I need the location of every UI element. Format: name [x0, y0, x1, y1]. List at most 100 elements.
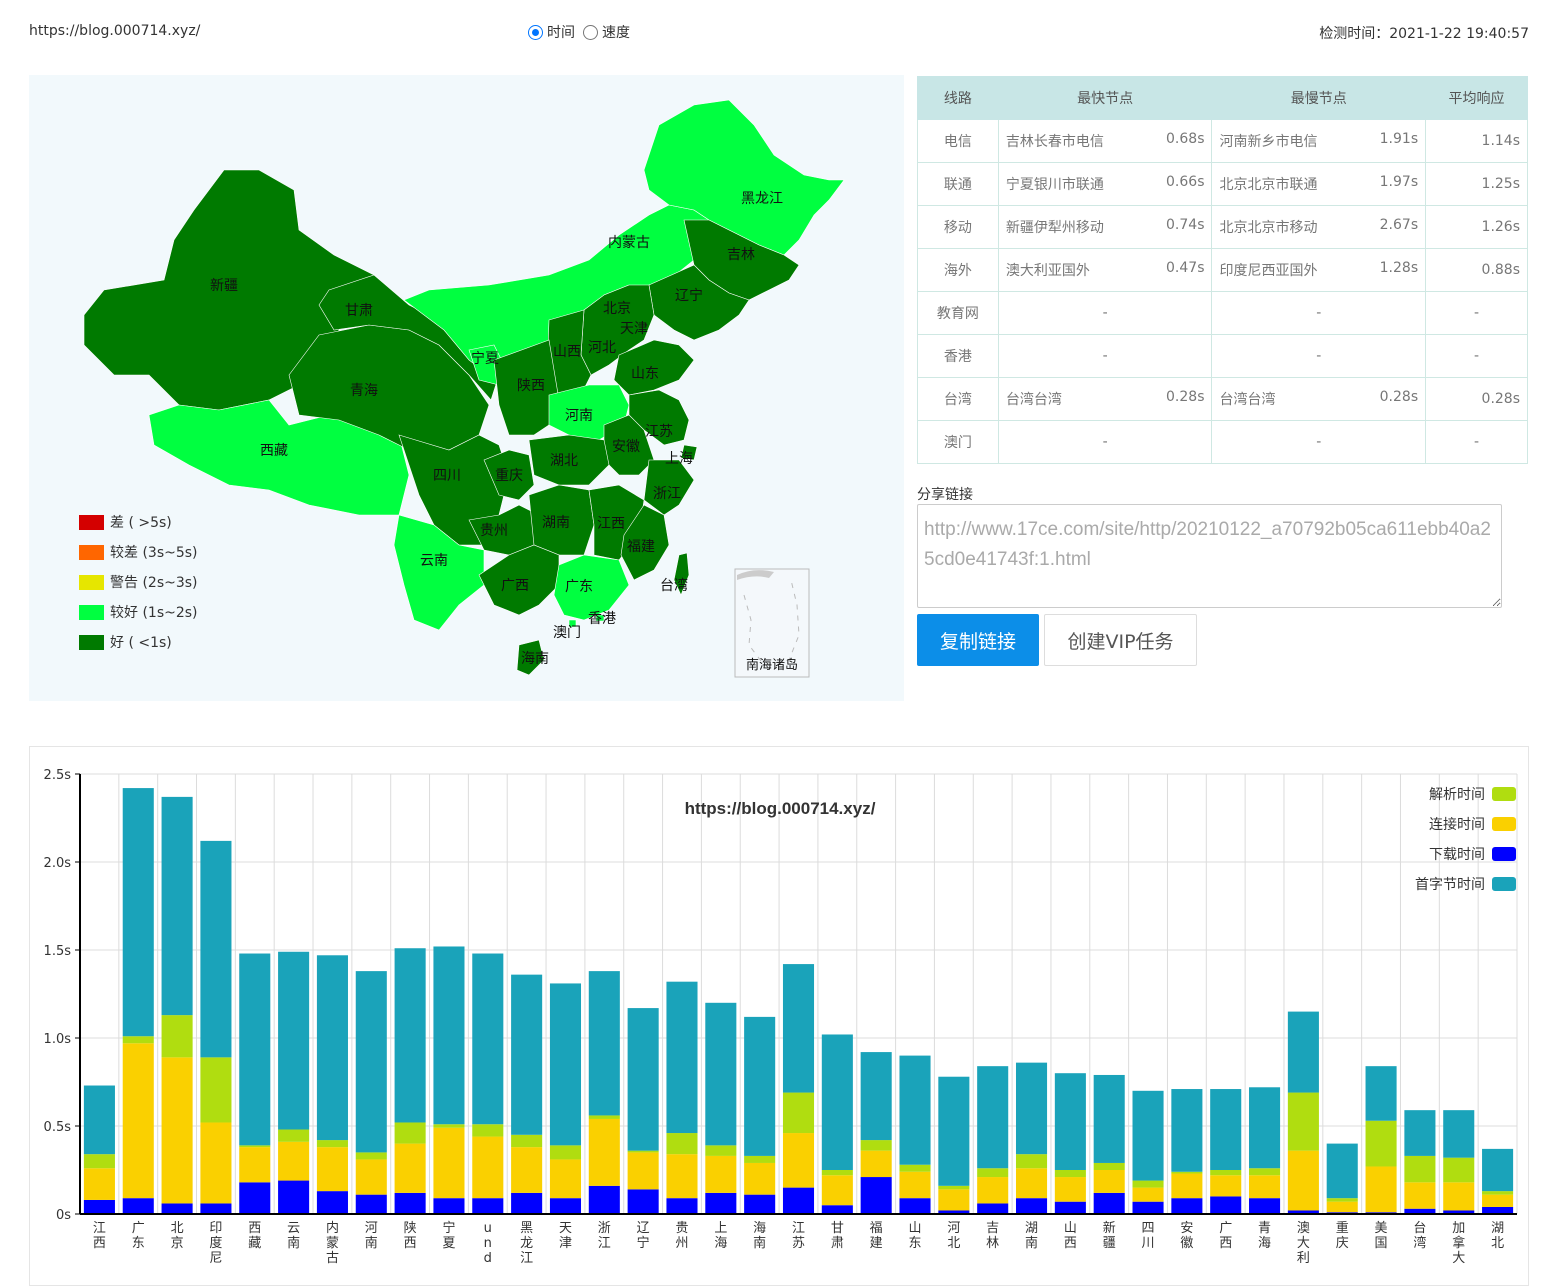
bar-segment[interactable]	[1171, 1171, 1203, 1174]
province-7[interactable]	[648, 264, 750, 341]
bar-segment[interactable]	[1171, 1173, 1203, 1199]
chart-legend-swatch[interactable]	[1492, 787, 1516, 801]
bar-segment[interactable]	[355, 971, 387, 1153]
bar-segment[interactable]	[1093, 1192, 1125, 1214]
bar-segment[interactable]	[1132, 1090, 1164, 1181]
bar-segment[interactable]	[1249, 1198, 1281, 1214]
bar-segment[interactable]	[1015, 1198, 1048, 1214]
bar-segment[interactable]	[433, 1127, 465, 1199]
bar-segment[interactable]	[588, 1118, 620, 1186]
bar-segment[interactable]	[549, 1198, 582, 1214]
bar-segment[interactable]	[1054, 1177, 1086, 1202]
bar-segment[interactable]	[705, 1155, 737, 1193]
bar-segment[interactable]	[1249, 1175, 1281, 1199]
bar-segment[interactable]	[1443, 1210, 1475, 1214]
bar-segment[interactable]	[938, 1189, 970, 1211]
bar-segment[interactable]	[472, 953, 504, 1125]
bar-segment[interactable]	[122, 1043, 154, 1199]
bar-segment[interactable]	[782, 1092, 815, 1134]
bar-segment[interactable]	[1482, 1148, 1514, 1192]
province-3[interactable]	[318, 274, 500, 401]
province-30[interactable]	[673, 552, 690, 596]
bar-segment[interactable]	[278, 1129, 310, 1142]
bar-segment[interactable]	[744, 1155, 776, 1163]
bar-segment[interactable]	[666, 1154, 698, 1199]
bar-segment[interactable]	[1132, 1201, 1164, 1214]
bar-segment[interactable]	[316, 1140, 348, 1148]
bar-segment[interactable]	[666, 981, 698, 1134]
province-1[interactable]	[148, 394, 410, 516]
bar-segment[interactable]	[588, 971, 620, 1116]
bar-segment[interactable]	[394, 948, 426, 1123]
bar-segment[interactable]	[1210, 1170, 1242, 1176]
bar-segment[interactable]	[394, 1122, 426, 1144]
bar-segment[interactable]	[821, 1170, 853, 1176]
province-29[interactable]	[620, 504, 670, 581]
bar-segment[interactable]	[1287, 1210, 1319, 1214]
bar-segment[interactable]	[1249, 1087, 1281, 1169]
bar-segment[interactable]	[1287, 1011, 1319, 1093]
bar-segment[interactable]	[705, 1192, 737, 1214]
bar-segment[interactable]	[1365, 1166, 1397, 1213]
bar-segment[interactable]	[977, 1066, 1009, 1169]
bar-segment[interactable]	[1326, 1143, 1358, 1199]
bar-segment[interactable]	[977, 1203, 1009, 1214]
copy-link-button[interactable]: 复制链接	[917, 614, 1039, 666]
bar-segment[interactable]	[355, 1194, 387, 1214]
bar-segment[interactable]	[511, 974, 543, 1135]
bar-segment[interactable]	[549, 1145, 582, 1160]
bar-segment[interactable]	[1054, 1073, 1086, 1170]
bar-segment[interactable]	[1443, 1110, 1475, 1158]
bar-segment[interactable]	[705, 1145, 737, 1156]
bar-segment[interactable]	[1210, 1175, 1242, 1197]
bar-segment[interactable]	[161, 1057, 193, 1204]
bar-segment[interactable]	[200, 840, 232, 1058]
province-32[interactable]	[568, 619, 577, 628]
bar-segment[interactable]	[1210, 1089, 1242, 1170]
bar-segment[interactable]	[821, 1205, 853, 1214]
bar-segment[interactable]	[744, 1016, 776, 1156]
bar-segment[interactable]	[316, 1191, 348, 1214]
bar-segment[interactable]	[1054, 1170, 1086, 1178]
radio-speed-dot[interactable]	[583, 24, 598, 40]
bar-segment[interactable]	[1171, 1198, 1203, 1214]
province-33[interactable]	[516, 639, 545, 676]
bar-segment[interactable]	[1287, 1150, 1319, 1211]
bar-segment[interactable]	[1210, 1196, 1242, 1214]
bar-segment[interactable]	[239, 1182, 271, 1214]
bar-segment[interactable]	[782, 964, 815, 1093]
bar-segment[interactable]	[1365, 1066, 1397, 1121]
chart-legend-swatch[interactable]	[1492, 817, 1516, 831]
bar-segment[interactable]	[705, 1002, 737, 1146]
bar-segment[interactable]	[1404, 1208, 1436, 1214]
bar-segment[interactable]	[938, 1210, 970, 1214]
bar-segment[interactable]	[899, 1164, 931, 1172]
bar-segment[interactable]	[394, 1143, 426, 1193]
bar-segment[interactable]	[1054, 1201, 1086, 1214]
bar-segment[interactable]	[899, 1171, 931, 1199]
bar-segment[interactable]	[239, 1147, 271, 1183]
bar-segment[interactable]	[433, 946, 465, 1125]
bar-segment[interactable]	[83, 1168, 115, 1200]
bar-segment[interactable]	[627, 1152, 659, 1190]
bar-segment[interactable]	[1093, 1162, 1125, 1170]
bar-segment[interactable]	[239, 1145, 271, 1148]
bar-segment[interactable]	[200, 1203, 232, 1214]
bar-segment[interactable]	[472, 1124, 504, 1137]
bar-segment[interactable]	[278, 951, 310, 1130]
bar-segment[interactable]	[938, 1185, 970, 1190]
bar-segment[interactable]	[899, 1198, 931, 1214]
province-28[interactable]	[553, 554, 630, 621]
bar-segment[interactable]	[1443, 1157, 1475, 1183]
chart-legend-swatch[interactable]	[1492, 847, 1516, 861]
bar-segment[interactable]	[938, 1076, 970, 1186]
bar-segment[interactable]	[666, 1198, 698, 1214]
province-26[interactable]	[393, 514, 485, 631]
bar-segment[interactable]	[1482, 1206, 1514, 1214]
bar-segment[interactable]	[278, 1180, 310, 1214]
share-link-textarea[interactable]: http://www.17ce.com/site/http/20210122_a…	[917, 504, 1502, 608]
bar-segment[interactable]	[83, 1085, 115, 1155]
bar-segment[interactable]	[122, 1036, 154, 1044]
bar-segment[interactable]	[1482, 1191, 1514, 1195]
bar-segment[interactable]	[355, 1152, 387, 1160]
